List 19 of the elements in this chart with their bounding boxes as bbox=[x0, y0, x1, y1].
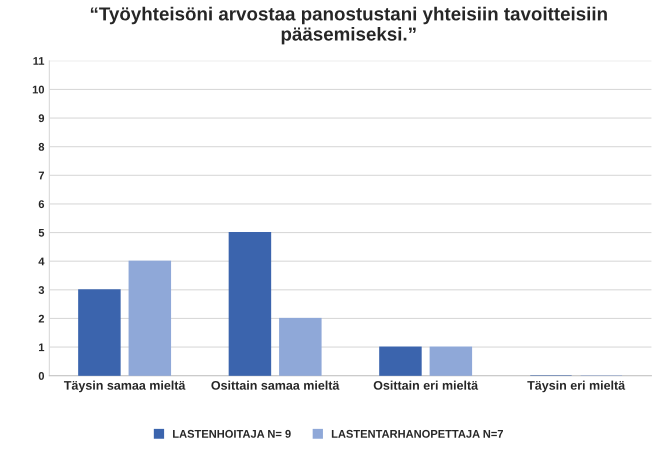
y-tick-label: 7 bbox=[38, 172, 44, 180]
y-tick-label: 3 bbox=[38, 286, 44, 294]
chart-title: “Työyhteisöni arvostaa panostustani yhteisiin tavoitteisiin pääsemiseksi.” bbox=[90, 6, 607, 44]
x-tick-label: Täysin samaa mieltä bbox=[64, 380, 186, 392]
x-tick-label: Osittain eri mieltä bbox=[374, 380, 478, 390]
y-tick-label: 8 bbox=[38, 142, 44, 151]
legend-label: LASTENTARHANOPETTAJA N=7 bbox=[332, 430, 503, 438]
y-tick-label: 5 bbox=[38, 228, 44, 237]
y-tick-label: 4 bbox=[38, 258, 44, 266]
y-tick-label: 2 bbox=[38, 314, 44, 323]
y-tick-label: 6 bbox=[38, 200, 44, 208]
x-tick-label: Osittain samaa mieltä bbox=[211, 380, 340, 390]
y-tick-label: 9 bbox=[38, 114, 44, 122]
y-tick-label: 11 bbox=[33, 57, 44, 65]
legend-label: LASTENHOITAJA N= 9 bbox=[173, 430, 291, 438]
x-tick-label: Täysin eri mieltä bbox=[527, 380, 626, 392]
y-tick-label: 0 bbox=[38, 372, 44, 380]
y-tick-label: 1 bbox=[39, 343, 44, 352]
y-tick-label: 10 bbox=[32, 86, 44, 94]
